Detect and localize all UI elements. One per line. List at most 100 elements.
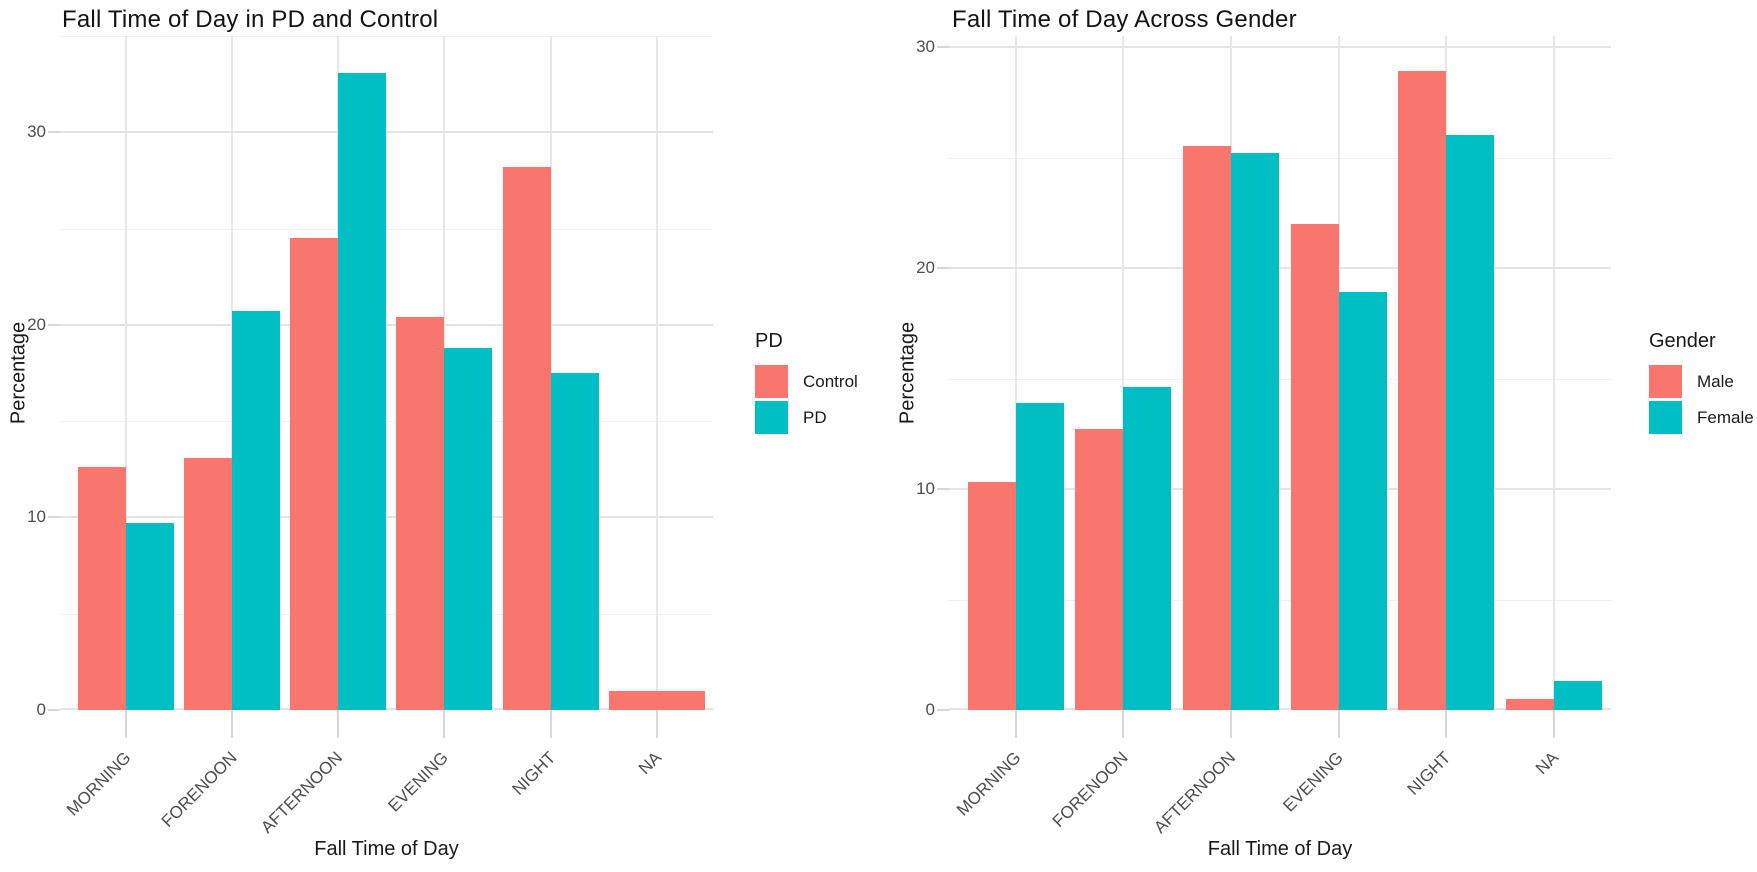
x-tick-mark — [231, 710, 233, 738]
legend-swatch-control — [755, 365, 788, 398]
plot-panel — [60, 36, 713, 710]
x-tick-mark — [1338, 710, 1340, 738]
legend-title: PD — [755, 330, 783, 352]
major-gridline — [949, 46, 1611, 48]
bar-female-forenoon — [1123, 387, 1171, 710]
x-tick-mark — [125, 710, 127, 738]
x-tick-label: MORNING — [62, 748, 135, 820]
y-tick-mark — [48, 516, 60, 518]
minor-gridline — [60, 229, 713, 230]
y-tick-mark — [937, 709, 949, 711]
y-tick-label: 20 — [916, 258, 935, 277]
major-gridline — [949, 267, 1611, 269]
bar-female-afternoon — [1231, 153, 1279, 710]
major-gridline — [60, 131, 713, 133]
x-tick-label: FORENOON — [1048, 748, 1132, 831]
minor-gridline — [60, 421, 713, 422]
x-tick-label: NA — [1532, 748, 1563, 779]
bar-female-morning — [1016, 403, 1064, 710]
bar-female-na — [1554, 681, 1602, 710]
major-gridline — [60, 516, 713, 518]
x-tick-mark — [550, 710, 552, 738]
x-tick-label: EVENING — [384, 748, 453, 816]
y-tick-label: 10 — [27, 507, 46, 526]
y-axis-label: Percentage — [7, 321, 30, 425]
legend-swatch-pd — [755, 401, 788, 434]
legend-item-pd: PD — [755, 401, 858, 434]
y-tick-mark — [48, 709, 60, 711]
bar-control-afternoon — [290, 238, 338, 710]
bar-control-na — [609, 691, 705, 710]
x-tick-mark — [1445, 710, 1447, 738]
bar-control-night — [503, 167, 551, 710]
x-tick-label: AFTERNOON — [1150, 748, 1240, 837]
x-tick-label: NIGHT — [1403, 748, 1455, 799]
vertical-gridline — [1015, 36, 1017, 710]
y-tick-label: 0 — [925, 700, 935, 719]
x-tick-mark — [1553, 710, 1555, 738]
legend-label: PD — [803, 407, 827, 427]
y-tick-mark — [937, 267, 949, 269]
x-tick-label: EVENING — [1279, 748, 1348, 816]
bar-pd-evening — [444, 348, 492, 710]
x-tick-mark — [1122, 710, 1124, 738]
bar-pd-forenoon — [232, 311, 280, 710]
major-gridline — [949, 488, 1611, 490]
legend-label: Male — [1697, 371, 1734, 391]
vertical-gridline — [1122, 36, 1124, 710]
minor-gridline — [949, 158, 1611, 159]
bar-pd-afternoon — [338, 73, 386, 710]
plot-panel — [949, 36, 1611, 710]
minor-gridline — [60, 614, 713, 615]
minor-gridline — [949, 379, 1611, 380]
bar-female-evening — [1339, 292, 1387, 710]
major-gridline — [949, 708, 1611, 710]
x-tick-label: MORNING — [952, 748, 1025, 820]
bar-male-night — [1398, 71, 1446, 710]
legend-item-control: Control — [755, 365, 858, 398]
major-gridline — [60, 708, 713, 710]
x-tick-mark — [656, 710, 658, 738]
x-tick-mark — [443, 710, 445, 738]
bar-female-night — [1446, 135, 1494, 710]
legend-title: Gender — [1649, 330, 1716, 352]
bar-male-evening — [1291, 224, 1339, 710]
x-tick-mark — [337, 710, 339, 738]
y-tick-label: 20 — [27, 315, 46, 334]
y-tick-label: 30 — [27, 122, 46, 141]
legend-item-female: Female — [1649, 401, 1754, 434]
y-tick-label: 0 — [36, 700, 46, 719]
major-gridline — [60, 324, 713, 326]
legend-items: Male Female — [1649, 365, 1754, 434]
x-tick-label: NIGHT — [508, 748, 560, 799]
y-tick-label: 30 — [916, 37, 935, 56]
x-axis-label: Fall Time of Day — [1207, 838, 1353, 860]
bar-control-forenoon — [184, 458, 232, 710]
x-tick-mark — [1230, 710, 1232, 738]
x-tick-label: FORENOON — [157, 748, 241, 831]
x-axis-label: Fall Time of Day — [314, 838, 459, 860]
bar-male-afternoon — [1183, 146, 1231, 710]
bar-pd-morning — [126, 523, 174, 710]
legend-swatch-female — [1649, 401, 1682, 434]
left-chart: Fall Time of Day in PD and Control Perce… — [0, 0, 877, 872]
legend: Gender Male Female — [1649, 330, 1754, 437]
bar-pd-night — [551, 373, 599, 710]
y-tick-mark — [937, 46, 949, 48]
bar-male-morning — [968, 482, 1016, 710]
y-tick-mark — [937, 488, 949, 490]
minor-gridline — [60, 36, 713, 37]
y-tick-mark — [48, 324, 60, 326]
bar-male-forenoon — [1075, 429, 1123, 710]
minor-gridline — [949, 600, 1611, 601]
bar-control-evening — [396, 317, 444, 710]
legend-items: Control PD — [755, 365, 858, 434]
y-tick-label: 10 — [916, 479, 935, 498]
x-tick-label: AFTERNOON — [257, 748, 347, 837]
legend: PD Control PD — [755, 330, 858, 437]
y-axis-label: Percentage — [896, 321, 919, 425]
vertical-gridline — [656, 36, 658, 710]
page-title: Fall Time of Day in PD and Control — [62, 6, 439, 33]
bar-control-morning — [78, 467, 126, 710]
x-tick-mark — [1015, 710, 1017, 738]
